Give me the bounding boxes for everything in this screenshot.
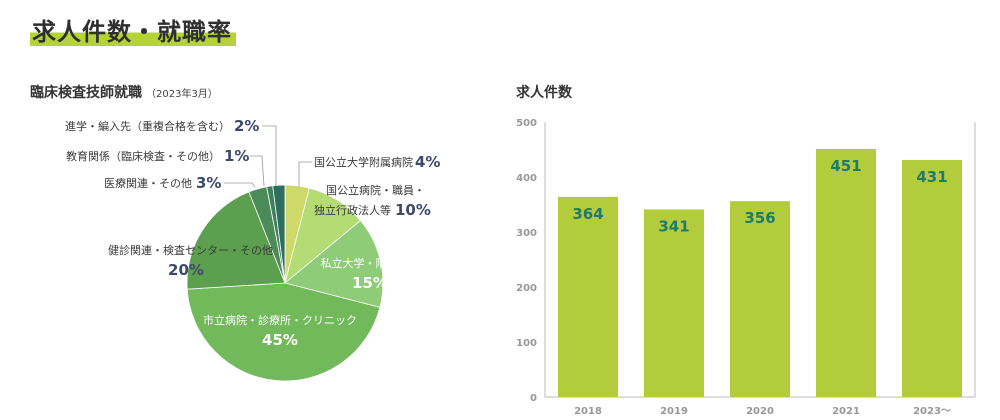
bar-2018 [558, 196, 618, 397]
bar-2020 [730, 201, 790, 397]
pct-iryo: 3% [196, 174, 221, 192]
bar-value-label: 451 [830, 157, 861, 175]
y-tick-label: 0 [530, 393, 537, 404]
bar-value-label: 364 [572, 205, 603, 223]
pct-kokko-byoin: 10% [395, 201, 431, 219]
bar-2023〜 [902, 159, 962, 397]
y-tick-label: 300 [516, 228, 537, 239]
y-tick-label: 100 [516, 338, 537, 349]
bar-value-label: 341 [658, 217, 689, 235]
pct-shiritsu-univ: 15% [352, 274, 388, 292]
bar-2021 [816, 148, 876, 397]
pct-shiritsu-byoin: 45% [262, 331, 298, 349]
leader-shingaku [262, 125, 277, 186]
label-iryo: 医療関連・その他 [104, 176, 192, 190]
x-tick-label: 2019 [660, 406, 688, 417]
label-kokko-byoin-2: 独立行政法人等 [314, 203, 391, 217]
bar-value-label: 431 [916, 168, 947, 186]
pie-leader-lines [224, 125, 312, 188]
x-tick-label: 2020 [746, 406, 774, 417]
pct-kenshin: 20% [168, 261, 204, 279]
bar-2019 [644, 209, 704, 397]
bar-chart-title: 求人件数 [516, 85, 572, 101]
y-tick-label: 200 [516, 283, 537, 294]
y-tick-label: 500 [516, 118, 537, 129]
pie-title-text: 臨床検査技師就職 [30, 85, 142, 101]
bar-value-label: 356 [744, 209, 775, 227]
x-tick-label: 2023〜 [913, 406, 951, 417]
label-kenshin: 健診関連・検査センター・その他 [108, 243, 273, 257]
leader-iryo [224, 182, 256, 188]
y-tick-label: 400 [516, 173, 537, 184]
pie-title-note: （2023年3月） [146, 89, 218, 100]
pie-labels: 進学・編入先（重複合格を含む） 2% 教育関係（臨床検査・その他） 1% 医療関… [65, 117, 440, 349]
bar-chart: 364 2018 341 2019 356 2020 451 2021 431 2023〜 [558, 148, 962, 417]
label-shiritsu-univ: 私立大学・附属病院 [321, 256, 420, 270]
pie-slice-5 [186, 191, 286, 290]
pct-kokko-univ: 4% [415, 153, 440, 171]
pct-kyoiku: 1% [224, 147, 249, 165]
leader-kyoiku [250, 155, 265, 187]
page-title: 求人件数・就職率 [30, 12, 236, 49]
pie-slice-4 [186, 282, 381, 382]
label-shiritsu-byoin: 市立病院・診療所・クリニック [203, 313, 357, 327]
label-kokko-byoin-1: 国公立病院・職員・ [326, 183, 425, 197]
x-tick-label: 2021 [832, 406, 860, 417]
pie-slice-3 [284, 219, 384, 308]
label-kokko-univ: 国公立大学附属病院 [314, 155, 413, 169]
label-shingaku: 進学・編入先（重複合格を含む） [65, 119, 230, 133]
pie-chart-title: 臨床検査技師就職 （2023年3月） [30, 82, 218, 102]
label-kyoiku: 教育関係（臨床検査・その他） [66, 149, 220, 163]
x-tick-label: 2018 [574, 406, 602, 417]
pie-slice-8 [272, 184, 286, 284]
pie-chart [186, 184, 384, 382]
leader-kokko-univ [298, 161, 312, 187]
bar-y-ticks: 0 100 200 300 400 500 [516, 118, 537, 404]
pct-shingaku: 2% [234, 117, 259, 135]
